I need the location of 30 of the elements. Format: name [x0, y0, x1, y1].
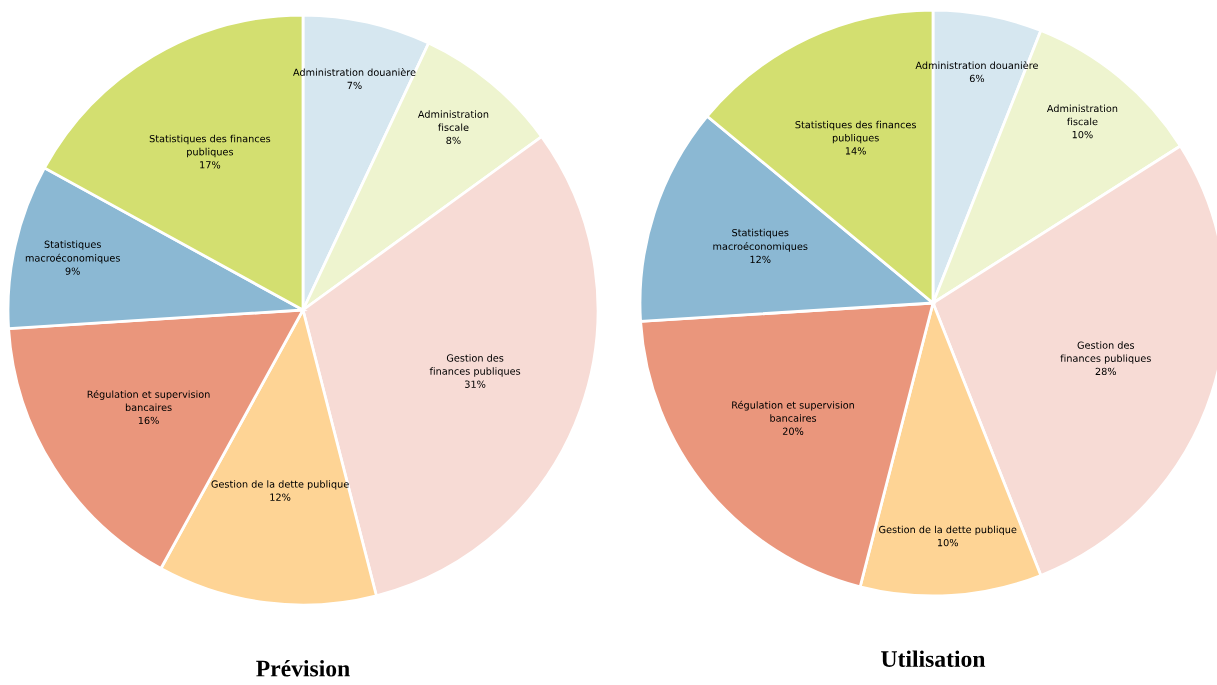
- data-label: 12%: [750, 255, 771, 264]
- data-label: 7%: [347, 81, 362, 90]
- slice-label: Gestion des finances publiques: [1060, 341, 1151, 364]
- data-label: 12%: [270, 493, 291, 501]
- data-label: 31%: [465, 380, 486, 388]
- data-label: 14%: [845, 147, 866, 155]
- slice-label: Statistiques des finances publiques: [795, 120, 916, 144]
- data-label: 10%: [937, 538, 958, 547]
- slice-label: Administration douanière: [915, 61, 1038, 70]
- data-label: 8%: [446, 136, 461, 145]
- data-label: 6%: [969, 74, 985, 83]
- slice-label: Administration douanière: [293, 68, 416, 76]
- slice-label: Statistiques des finances publiques: [149, 134, 271, 158]
- text: Utilisation: [881, 650, 986, 668]
- data-label: 20%: [782, 427, 804, 435]
- data-label: 10%: [1072, 130, 1093, 139]
- slice-label: Gestion de la dette publique: [879, 525, 1017, 536]
- slice-label: Gestion de la dette publique: [211, 480, 349, 490]
- slice-label: Gestion des finances publiques: [429, 354, 521, 377]
- slice-label: Administration fiscale: [417, 110, 489, 131]
- data-label: 28%: [1095, 367, 1117, 376]
- slice-label: Administration fiscale: [1046, 104, 1118, 126]
- data-label: 16%: [138, 416, 159, 425]
- data-label: 17%: [200, 161, 221, 169]
- slice-label: Statistiques macroéconomiques: [25, 240, 120, 264]
- data-label: 9%: [65, 267, 80, 275]
- slice-label: Statistiques macroéconomiques: [713, 228, 808, 252]
- slice-label: Régulation et supervision bancaires: [87, 390, 210, 412]
- text: Prévision: [256, 659, 350, 677]
- slice-label: Régulation et supervision bancaires: [732, 400, 854, 422]
